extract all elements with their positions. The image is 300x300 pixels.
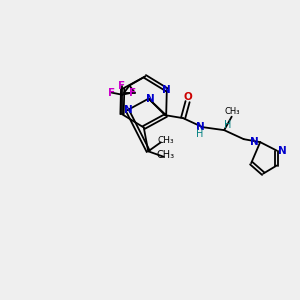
Text: N: N (278, 146, 286, 155)
Text: H: H (196, 129, 204, 139)
Text: F: F (118, 81, 126, 91)
Text: F: F (108, 88, 115, 98)
Text: N: N (146, 94, 154, 103)
Text: O: O (183, 92, 192, 102)
Text: CH₃: CH₃ (158, 136, 175, 145)
Text: N: N (162, 85, 171, 95)
Text: N: N (124, 105, 133, 115)
Text: CH₃: CH₃ (157, 150, 175, 160)
Text: N: N (250, 136, 259, 146)
Text: CH₃: CH₃ (225, 107, 240, 116)
Text: H: H (224, 120, 232, 130)
Text: F: F (129, 88, 136, 98)
Text: N: N (196, 122, 205, 131)
